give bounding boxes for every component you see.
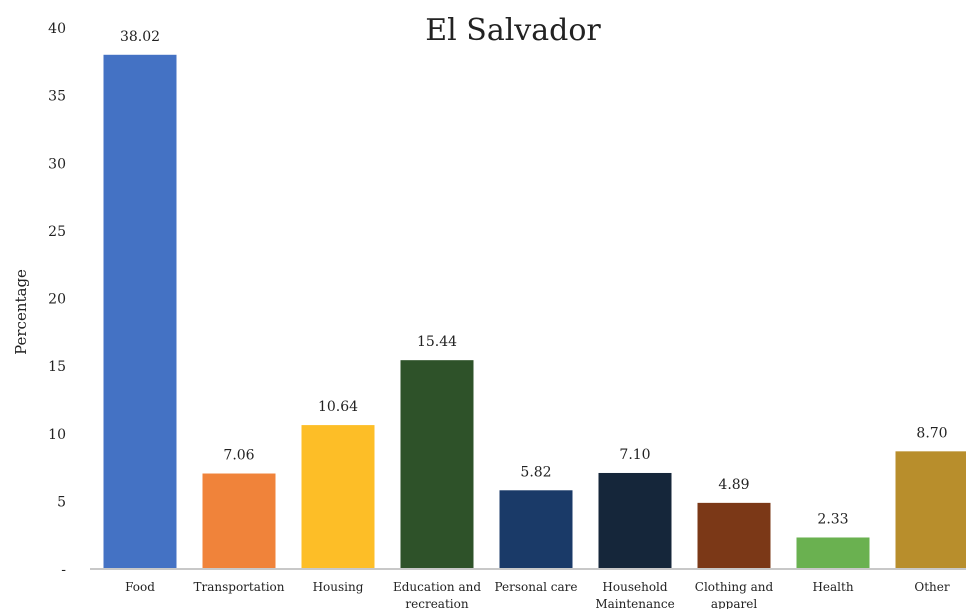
y-tick-label: - bbox=[61, 562, 66, 578]
y-axis-ticks: - 5 10 15 20 25 30 35 40 bbox=[48, 21, 66, 578]
data-label: 2.33 bbox=[817, 511, 848, 527]
x-tick-label: Household Maintenance bbox=[595, 580, 674, 609]
bar bbox=[895, 451, 966, 569]
x-tick-label: Health bbox=[812, 580, 853, 594]
x-tick-label: Personal care bbox=[494, 580, 577, 594]
bar bbox=[103, 54, 177, 570]
chart-title: El Salvador bbox=[425, 13, 601, 48]
data-label: 4.89 bbox=[718, 477, 749, 493]
y-tick-label: 35 bbox=[48, 89, 66, 105]
bar bbox=[598, 472, 672, 569]
x-tick-label: Other bbox=[914, 580, 949, 594]
data-label: 10.64 bbox=[318, 399, 358, 415]
bar bbox=[697, 502, 771, 569]
y-tick-label: 25 bbox=[48, 224, 66, 240]
x-axis-ticks: Food Transportation Housing Education and re… bbox=[125, 580, 950, 609]
bar bbox=[796, 537, 870, 569]
y-tick-label: 20 bbox=[48, 292, 66, 308]
data-labels-group: 38.02 7.06 10.64 15.44 5.82 7.10 4.89 2.33 8.70 bbox=[120, 29, 948, 528]
y-tick-label: 10 bbox=[48, 427, 66, 443]
bar bbox=[499, 490, 573, 569]
bar bbox=[400, 360, 474, 569]
data-label: 8.70 bbox=[916, 425, 947, 441]
x-tick-label: Transportation bbox=[193, 580, 284, 594]
y-tick-label: 5 bbox=[57, 494, 66, 510]
data-label: 7.06 bbox=[223, 448, 254, 464]
y-tick-label: 30 bbox=[48, 156, 66, 172]
data-label: 15.44 bbox=[417, 334, 457, 350]
y-tick-label: 15 bbox=[48, 359, 66, 375]
data-label: 7.10 bbox=[619, 447, 650, 463]
bars-group bbox=[103, 54, 966, 570]
x-tick-label: Education and recreation bbox=[393, 580, 481, 609]
bar bbox=[202, 473, 276, 569]
y-axis-label: Percentage bbox=[12, 269, 30, 355]
x-tick-label: Food bbox=[125, 580, 155, 594]
data-label: 5.82 bbox=[520, 464, 551, 480]
x-tick-label: Housing bbox=[313, 580, 364, 594]
y-tick-label: 40 bbox=[48, 21, 66, 37]
bar bbox=[301, 425, 375, 569]
x-tick-label: Clothing and apparel bbox=[695, 580, 774, 609]
data-label: 38.02 bbox=[120, 29, 160, 45]
